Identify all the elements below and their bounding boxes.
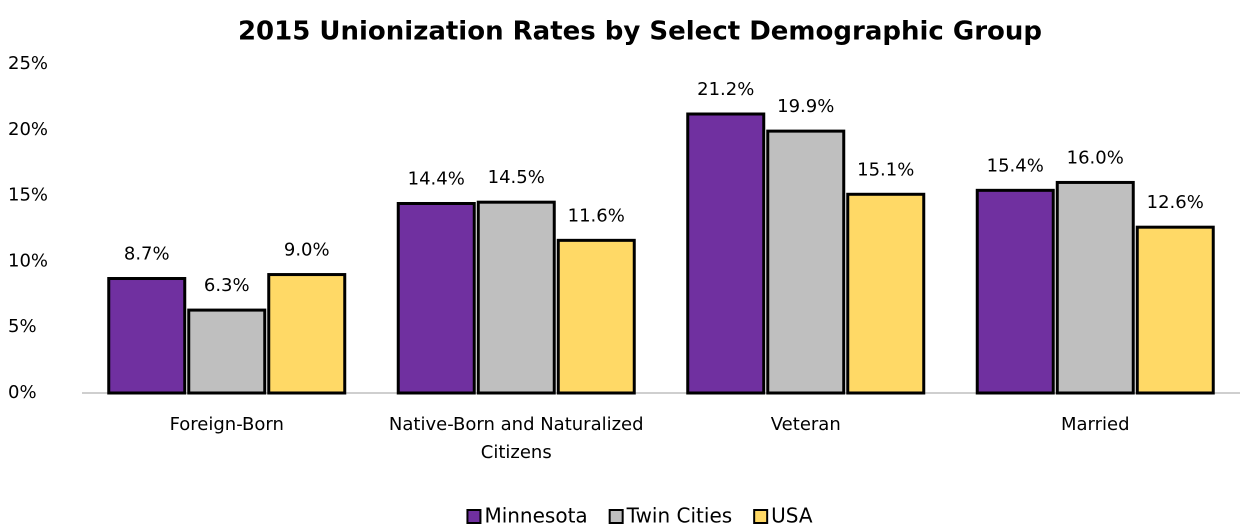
y-tick-label: 15% (8, 185, 48, 206)
data-label: 15.1% (857, 159, 914, 180)
bar (556, 238, 636, 395)
bar (975, 188, 1055, 395)
data-label: 14.4% (408, 168, 465, 189)
data-label: 8.7% (124, 244, 170, 265)
legend-swatch (753, 509, 769, 524)
bar (1055, 180, 1135, 395)
x-tick-label: Foreign-Born (169, 414, 284, 435)
x-tick-label: Native-Born and Naturalized Citizens (388, 414, 644, 463)
bar (766, 129, 846, 395)
data-label: 16.0% (1067, 147, 1124, 168)
data-label: 14.5% (488, 167, 545, 188)
y-tick-label: 0% (8, 382, 37, 403)
data-label: 15.4% (987, 155, 1044, 176)
data-label: 21.2% (697, 79, 754, 100)
bar (107, 277, 187, 395)
y-tick-label: 10% (8, 250, 48, 271)
x-tick-label: Married (1060, 414, 1130, 435)
chart-title: 2015 Unionization Rates by Select Demogr… (238, 17, 1042, 47)
data-label: 9.0% (284, 240, 330, 261)
bar (267, 273, 347, 395)
data-label: 12.6% (1147, 192, 1204, 213)
legend-label: Minnesota (484, 504, 587, 527)
legend-swatch (466, 509, 482, 524)
y-tick-label: 5% (8, 316, 37, 337)
legend-label: Twin Cities (626, 504, 733, 527)
bar (846, 192, 926, 395)
bar (686, 112, 766, 395)
bar (187, 308, 267, 395)
legend-label: USA (771, 504, 813, 527)
data-label: 6.3% (204, 275, 250, 296)
x-tick-label: Veteran (770, 414, 841, 435)
bar (476, 200, 556, 395)
y-tick-label: 25% (8, 53, 48, 74)
legend-swatch (608, 509, 624, 524)
data-label: 19.9% (777, 96, 834, 117)
y-tick-label: 20% (8, 119, 48, 140)
bar (1135, 225, 1215, 395)
bar (396, 201, 476, 395)
data-label: 11.6% (568, 205, 625, 226)
